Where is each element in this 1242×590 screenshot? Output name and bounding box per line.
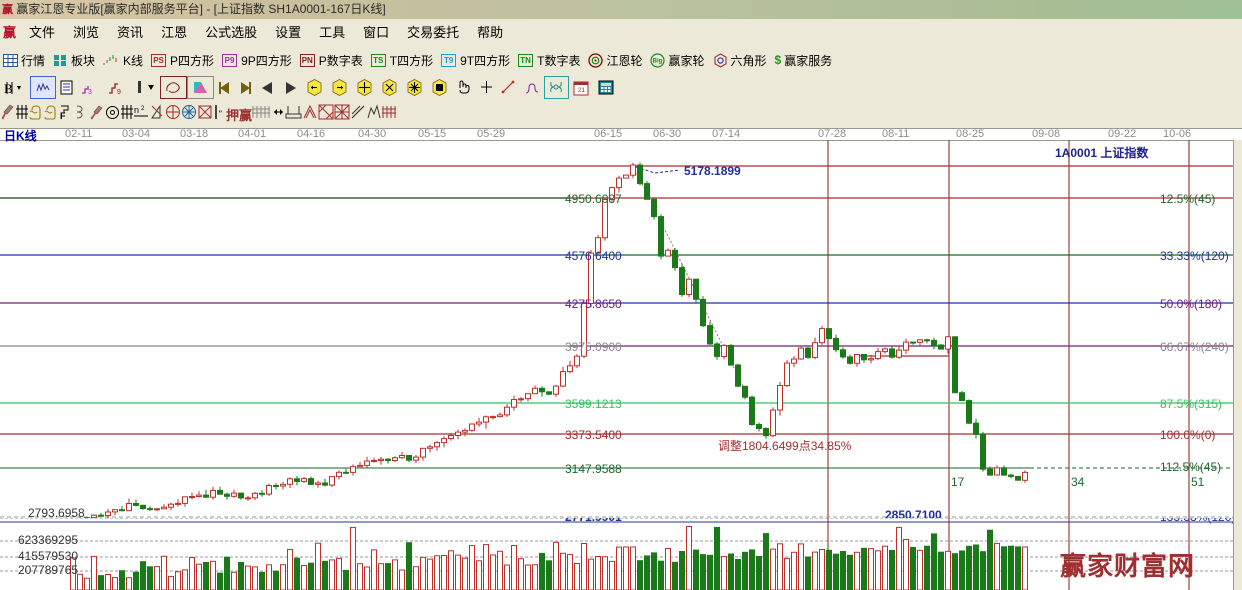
svg-text:9: 9: [117, 89, 121, 95]
svg-text:Big: Big: [653, 58, 663, 64]
svg-text:3: 3: [88, 89, 92, 95]
svg-text:2: 2: [141, 106, 145, 112]
svg-text:n: n: [134, 105, 139, 115]
svg-text:'': '': [218, 109, 222, 119]
svg-text:21: 21: [578, 87, 586, 94]
svg-text:F: F: [60, 111, 66, 120]
